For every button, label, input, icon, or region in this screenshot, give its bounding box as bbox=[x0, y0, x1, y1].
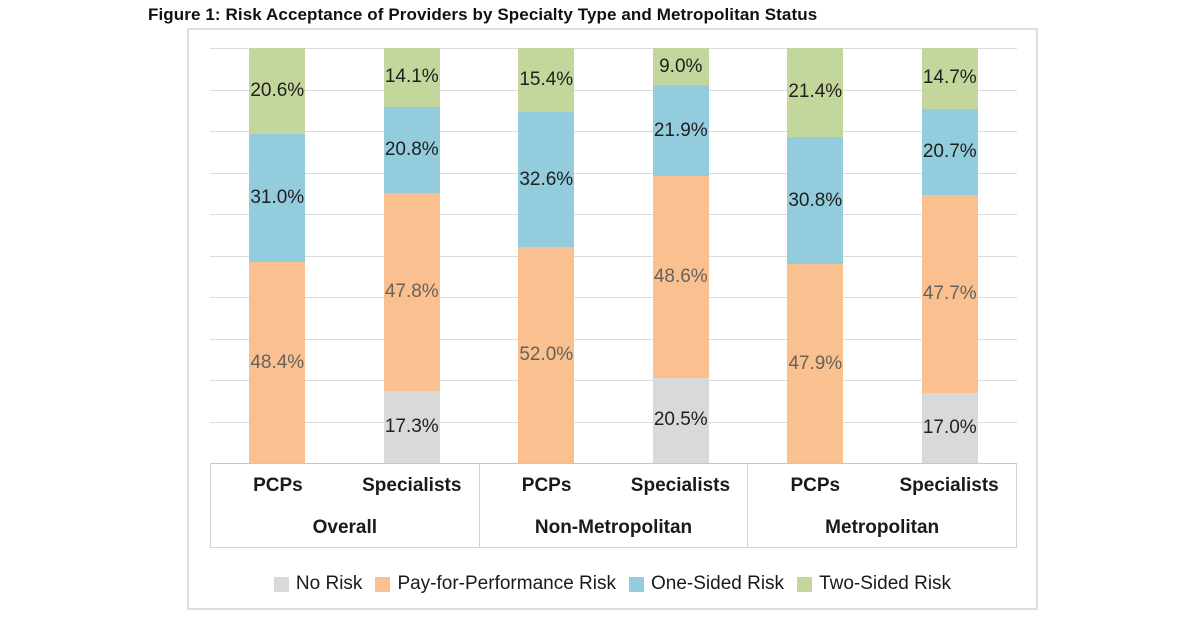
gridline bbox=[210, 48, 1017, 49]
segment-one-sided-risk: 30.8% bbox=[787, 136, 844, 265]
stacked-bar: 17.0% 47.7% 20.7% 14.7% bbox=[921, 48, 978, 463]
data-label: 47.9% bbox=[788, 352, 843, 374]
segment-pay-for-performance-risk: 48.4% bbox=[249, 262, 306, 463]
data-label: 14.7% bbox=[922, 67, 977, 89]
legend: No Risk Pay-for-Performance Risk One-Sided… bbox=[189, 573, 1036, 595]
axis-group-metropolitan: PCPs Specialists Metropolitan bbox=[747, 464, 1016, 547]
category-axis: PCPs Specialists Overall PCPs Specialists Non… bbox=[210, 463, 1017, 548]
data-label: 30.8% bbox=[788, 189, 843, 211]
legend-swatch-icon bbox=[797, 576, 813, 592]
segment-two-sided-risk: 14.1% bbox=[383, 48, 440, 107]
axis-group-label: Metropolitan bbox=[825, 516, 940, 538]
axis-category-row: PCPs Specialists bbox=[480, 464, 748, 508]
gridline bbox=[210, 380, 1017, 381]
segment-two-sided-risk: 9.0% bbox=[652, 48, 709, 86]
legend-item-two-sided: Two-Sided Risk bbox=[797, 573, 951, 595]
segment-pay-for-performance-risk: 47.8% bbox=[383, 192, 440, 392]
legend-label: Two-Sided Risk bbox=[819, 573, 952, 594]
data-label: 52.0% bbox=[519, 344, 574, 366]
plot-area: 48.4% 31.0% 20.6% 17.3% 47.8% 20.8% 14.1% 52.0%… bbox=[210, 48, 1017, 463]
segment-two-sided-risk: 15.4% bbox=[518, 48, 575, 112]
legend-label: No Risk bbox=[295, 573, 363, 594]
data-label: 31.0% bbox=[250, 186, 305, 208]
stacked-bar: 17.3% 47.8% 20.8% 14.1% bbox=[383, 48, 440, 463]
axis-category-row: PCPs Specialists bbox=[748, 464, 1016, 508]
segment-one-sided-risk: 31.0% bbox=[249, 133, 306, 263]
data-label: 48.6% bbox=[653, 266, 708, 288]
legend-item-no-risk: No Risk bbox=[273, 573, 363, 595]
bars-row: 48.4% 31.0% 20.6% 17.3% 47.8% 20.8% 14.1% 52.0%… bbox=[210, 48, 1017, 463]
axis-label-pcps: PCPs bbox=[253, 475, 303, 496]
data-label: 48.4% bbox=[250, 351, 305, 373]
data-label: 20.5% bbox=[653, 409, 708, 431]
segment-pay-for-performance-risk: 47.7% bbox=[921, 194, 978, 393]
data-label: 47.7% bbox=[922, 282, 977, 304]
segment-two-sided-risk: 20.6% bbox=[249, 48, 306, 134]
axis-label-specialists: Specialists bbox=[899, 475, 999, 496]
gridline bbox=[210, 172, 1017, 174]
segment-pay-for-performance-risk: 48.6% bbox=[652, 176, 709, 378]
data-label: 17.0% bbox=[922, 416, 977, 438]
segment-two-sided-risk: 14.7% bbox=[921, 48, 978, 109]
bar-slot-non-metropolitan-pcps: 52.0% 32.6% 15.4% bbox=[479, 48, 614, 463]
gridline bbox=[210, 421, 1017, 423]
legend-item-pay-for-performance: Pay-for-Performance Risk bbox=[375, 573, 616, 595]
data-label: 20.6% bbox=[250, 79, 305, 101]
chart-area: 48.4% 31.0% 20.6% 17.3% 47.8% 20.8% 14.1% 52.0%… bbox=[187, 28, 1038, 610]
data-label: 32.6% bbox=[519, 168, 574, 190]
axis-label-specialists: Specialists bbox=[362, 475, 462, 496]
data-label: 17.3% bbox=[384, 416, 439, 438]
data-label: 21.4% bbox=[788, 81, 843, 103]
data-label: 15.4% bbox=[519, 68, 574, 90]
bar-slot-overall-specialists: 17.3% 47.8% 20.8% 14.1% bbox=[345, 48, 480, 463]
data-label: 20.8% bbox=[384, 138, 439, 160]
data-label: 47.8% bbox=[384, 281, 439, 303]
segment-one-sided-risk: 20.8% bbox=[383, 106, 440, 193]
legend-swatch-icon bbox=[629, 576, 644, 592]
bar-slot-metropolitan-pcps: 47.9% 30.8% 21.4% bbox=[748, 48, 883, 463]
segment-pay-for-performance-risk: 52.0% bbox=[518, 247, 575, 463]
axis-category-row: PCPs Specialists bbox=[211, 464, 479, 508]
stacked-bar: 20.5% 48.6% 21.9% 9.0% bbox=[652, 48, 709, 463]
gridline bbox=[210, 297, 1017, 298]
segment-one-sided-risk: 21.9% bbox=[652, 85, 709, 177]
segment-no-risk: 17.3% bbox=[383, 391, 440, 463]
axis-group-label: Non-Metropolitan bbox=[534, 516, 693, 538]
legend-item-one-sided: One-Sided Risk bbox=[629, 573, 784, 595]
gridline bbox=[210, 214, 1017, 215]
axis-label-pcps: PCPs bbox=[790, 475, 841, 496]
gridline bbox=[210, 89, 1017, 91]
axis-group-overall: PCPs Specialists Overall bbox=[211, 464, 479, 547]
stacked-bar: 52.0% 32.6% 15.4% bbox=[518, 48, 575, 463]
stacked-bar: 48.4% 31.0% 20.6% bbox=[249, 48, 306, 463]
legend-swatch-icon bbox=[273, 576, 289, 592]
data-label: 20.7% bbox=[922, 140, 977, 162]
segment-no-risk: 17.0% bbox=[921, 392, 978, 463]
segment-pay-for-performance-risk: 47.9% bbox=[787, 264, 844, 463]
data-label: 9.0% bbox=[659, 55, 703, 77]
legend-swatch-icon bbox=[375, 576, 391, 592]
bar-slot-overall-pcps: 48.4% 31.0% 20.6% bbox=[210, 48, 345, 463]
segment-no-risk: 20.5% bbox=[652, 377, 709, 463]
bar-slot-non-metropolitan-specialists: 20.5% 48.6% 21.9% 9.0% bbox=[614, 48, 749, 463]
axis-group-non-metropolitan: PCPs Specialists Non-Metropolitan bbox=[478, 464, 748, 547]
axis-group-label: Overall bbox=[312, 516, 378, 538]
bar-slot-metropolitan-specialists: 17.0% 47.7% 20.7% 14.7% bbox=[883, 48, 1018, 463]
segment-one-sided-risk: 20.7% bbox=[921, 108, 978, 195]
segment-two-sided-risk: 21.4% bbox=[787, 48, 844, 137]
data-label: 21.9% bbox=[653, 119, 708, 141]
legend-label: One-Sided Risk bbox=[651, 573, 785, 594]
legend-label: Pay-for-Performance Risk bbox=[397, 573, 616, 594]
gridline bbox=[210, 131, 1017, 132]
data-label: 14.1% bbox=[384, 66, 439, 88]
segment-one-sided-risk: 32.6% bbox=[518, 111, 575, 248]
gridline bbox=[210, 338, 1017, 340]
axis-label-specialists: Specialists bbox=[630, 475, 731, 496]
gridline bbox=[210, 255, 1017, 257]
stacked-bar: 47.9% 30.8% 21.4% bbox=[787, 48, 844, 463]
figure-title: Figure 1: Risk Acceptance of Providers b… bbox=[148, 5, 818, 24]
axis-label-pcps: PCPs bbox=[521, 475, 572, 496]
